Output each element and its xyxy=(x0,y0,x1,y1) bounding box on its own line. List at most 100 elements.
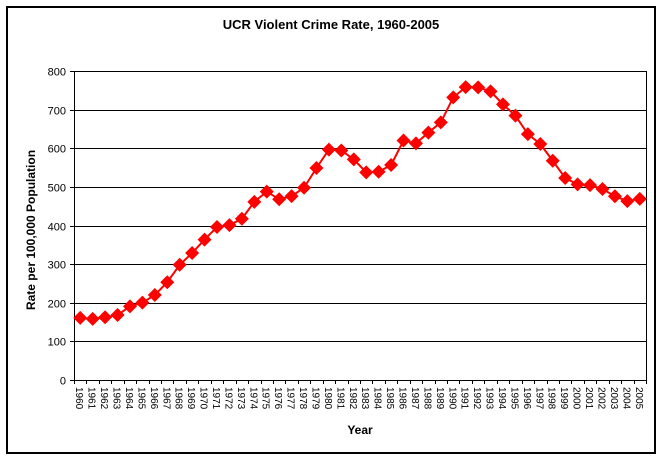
x-tick-label: 1986 xyxy=(397,387,408,410)
data-point-marker xyxy=(384,158,399,173)
x-tick-label: 1989 xyxy=(434,387,445,410)
data-point-marker xyxy=(595,182,610,197)
x-tick-label: 1974 xyxy=(247,387,258,410)
data-point-marker xyxy=(433,115,448,130)
x-tick-label: 1980 xyxy=(322,387,333,410)
x-tick-label: 1996 xyxy=(521,387,532,410)
data-point-marker xyxy=(607,189,622,204)
y-tick-label: 700 xyxy=(48,106,66,118)
data-point-marker xyxy=(458,80,473,95)
x-tick-label: 1964 xyxy=(123,387,134,410)
y-tick-label: 100 xyxy=(48,337,66,349)
y-tick-label: 400 xyxy=(48,222,66,234)
data-point-marker xyxy=(297,180,312,195)
data-series xyxy=(73,80,647,326)
data-point-marker xyxy=(583,178,598,193)
data-point-marker xyxy=(135,295,150,310)
x-tick-label: 1984 xyxy=(372,387,383,410)
x-tick-label: 1972 xyxy=(222,387,233,410)
data-point-marker xyxy=(98,310,113,325)
y-tick-label: 800 xyxy=(48,67,66,79)
data-point-marker xyxy=(533,137,548,152)
data-point-marker xyxy=(632,191,647,206)
x-tick-label: 1985 xyxy=(384,387,395,410)
data-point-marker xyxy=(396,133,411,148)
x-tick-label: 1998 xyxy=(546,387,557,410)
x-tick-label: 1990 xyxy=(446,387,457,410)
data-point-marker xyxy=(210,220,224,235)
data-point-marker xyxy=(110,308,125,323)
x-tick-label: 1993 xyxy=(484,387,495,410)
data-point-marker xyxy=(371,164,386,179)
x-tick-label: 1991 xyxy=(459,387,470,410)
data-point-marker xyxy=(309,160,324,175)
data-point-marker xyxy=(421,125,436,140)
data-point-marker xyxy=(73,310,88,325)
data-point-marker xyxy=(471,80,486,95)
data-point-marker xyxy=(259,184,274,199)
data-point-marker xyxy=(496,97,510,112)
y-tick-label: 500 xyxy=(48,183,66,195)
data-point-marker xyxy=(147,288,162,303)
data-point-marker xyxy=(122,299,137,314)
data-point-marker xyxy=(408,136,423,151)
data-point-marker xyxy=(545,153,560,168)
data-point-marker xyxy=(346,152,361,167)
x-tick-label: 2001 xyxy=(583,387,594,410)
y-tick-label: 0 xyxy=(60,376,66,388)
x-tick-label: 1981 xyxy=(334,387,345,410)
x-tick-label: 1970 xyxy=(198,387,209,410)
data-point-marker xyxy=(234,211,249,226)
x-tick-label: 1999 xyxy=(558,387,569,410)
y-tick-label: 200 xyxy=(48,299,66,311)
data-point-marker xyxy=(620,194,635,209)
x-axis-title: Year xyxy=(347,423,373,437)
data-point-marker xyxy=(483,84,498,99)
y-axis-ticks: 0 100 200 300 400 500 600 700 800 xyxy=(48,67,66,388)
x-tick-label: 1982 xyxy=(347,387,358,410)
x-tick-label: 2003 xyxy=(608,387,619,410)
data-point-marker xyxy=(284,189,299,204)
x-tick-label: 1997 xyxy=(533,387,544,410)
data-point-marker xyxy=(558,170,573,185)
data-point-marker xyxy=(172,257,187,272)
data-point-marker xyxy=(85,311,100,326)
x-tick-label: 1987 xyxy=(409,387,420,410)
y-tick-label: 300 xyxy=(48,260,66,272)
data-point-marker xyxy=(185,246,200,261)
data-point-marker xyxy=(321,142,336,157)
chart-frame xyxy=(6,6,656,454)
data-point-marker xyxy=(160,275,175,290)
x-tick-label: 1988 xyxy=(421,387,432,410)
x-tick-label: 1994 xyxy=(496,387,507,410)
x-tick-label: 2005 xyxy=(633,387,644,410)
x-tick-label: 1965 xyxy=(135,387,146,410)
y-tick-label: 600 xyxy=(48,144,66,156)
x-tick-label: 1962 xyxy=(98,387,109,410)
x-tick-label: 1967 xyxy=(160,387,171,410)
data-point-marker xyxy=(508,108,523,123)
x-tick-label: 1968 xyxy=(173,387,184,410)
x-tick-label: 1969 xyxy=(185,387,196,410)
x-tick-label: 2000 xyxy=(571,387,582,410)
x-tick-label: 1992 xyxy=(471,387,482,410)
x-tick-label: 2004 xyxy=(620,387,631,410)
x-tick-label: 1975 xyxy=(260,387,271,410)
x-tick-label: 1966 xyxy=(148,387,159,410)
gridlines xyxy=(70,71,647,384)
x-tick-label: 1960 xyxy=(73,387,84,410)
data-point-marker xyxy=(359,165,374,180)
data-point-marker xyxy=(520,127,535,142)
data-point-marker xyxy=(247,194,262,209)
data-point-marker xyxy=(334,143,349,158)
x-tick-label: 1963 xyxy=(111,387,122,410)
x-tick-label: 1978 xyxy=(297,387,308,410)
x-tick-label: 1983 xyxy=(359,387,370,410)
data-point-marker xyxy=(446,90,461,105)
x-axis-ticks: 1960 1961 1962 1963 1964 1965 1966 1967 1968 1969… xyxy=(73,380,647,410)
x-tick-label: 2002 xyxy=(595,387,606,410)
chart-title: UCR Violent Crime Rate, 1960-2005 xyxy=(222,17,440,32)
data-point-marker xyxy=(222,218,237,233)
x-tick-label: 1976 xyxy=(272,387,283,410)
